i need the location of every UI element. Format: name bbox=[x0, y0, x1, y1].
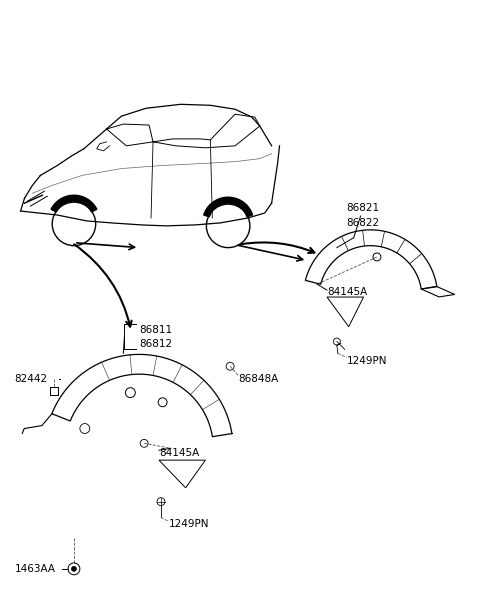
Circle shape bbox=[72, 566, 76, 571]
Text: 84145A: 84145A bbox=[159, 448, 199, 458]
Text: 1249PN: 1249PN bbox=[169, 520, 209, 529]
Text: 1249PN: 1249PN bbox=[347, 356, 387, 366]
Text: 86812: 86812 bbox=[139, 338, 172, 349]
Polygon shape bbox=[51, 195, 97, 212]
Text: 86821: 86821 bbox=[347, 203, 380, 213]
Text: 84145A: 84145A bbox=[327, 287, 367, 297]
Text: 86822: 86822 bbox=[347, 218, 380, 228]
Text: 82442: 82442 bbox=[14, 374, 48, 384]
Polygon shape bbox=[204, 197, 252, 217]
Text: 86848A: 86848A bbox=[238, 374, 278, 384]
Text: 86811: 86811 bbox=[139, 324, 172, 335]
Text: 1463AA: 1463AA bbox=[14, 564, 56, 574]
